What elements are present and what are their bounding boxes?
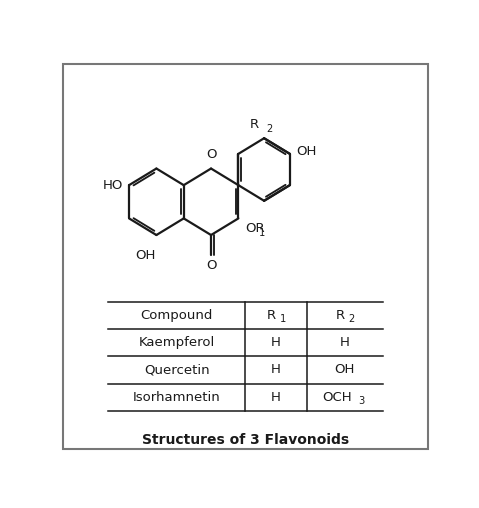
Text: H: H xyxy=(340,336,350,349)
Text: OH: OH xyxy=(335,364,355,376)
Text: Quercetin: Quercetin xyxy=(144,364,210,376)
Text: H: H xyxy=(271,364,281,376)
Text: R: R xyxy=(250,118,259,131)
Text: 2: 2 xyxy=(348,314,354,324)
Text: H: H xyxy=(271,336,281,349)
Text: R: R xyxy=(336,309,345,322)
Text: OH: OH xyxy=(297,145,317,158)
Text: HO: HO xyxy=(103,179,124,192)
Text: OCH: OCH xyxy=(322,391,352,404)
Text: 1: 1 xyxy=(280,314,286,324)
Text: 2: 2 xyxy=(266,124,272,134)
Text: Kaempferol: Kaempferol xyxy=(139,336,215,349)
Text: OH: OH xyxy=(135,249,156,262)
Text: Structures of 3 Flavonoids: Structures of 3 Flavonoids xyxy=(142,433,349,448)
Text: OR: OR xyxy=(245,223,265,235)
Text: R: R xyxy=(267,309,276,322)
Text: H: H xyxy=(271,391,281,404)
Text: O: O xyxy=(206,148,217,162)
Text: Compound: Compound xyxy=(141,309,213,322)
Text: Isorhamnetin: Isorhamnetin xyxy=(133,391,221,404)
Text: O: O xyxy=(206,259,217,272)
Text: 1: 1 xyxy=(259,228,265,238)
Text: 3: 3 xyxy=(358,396,365,406)
